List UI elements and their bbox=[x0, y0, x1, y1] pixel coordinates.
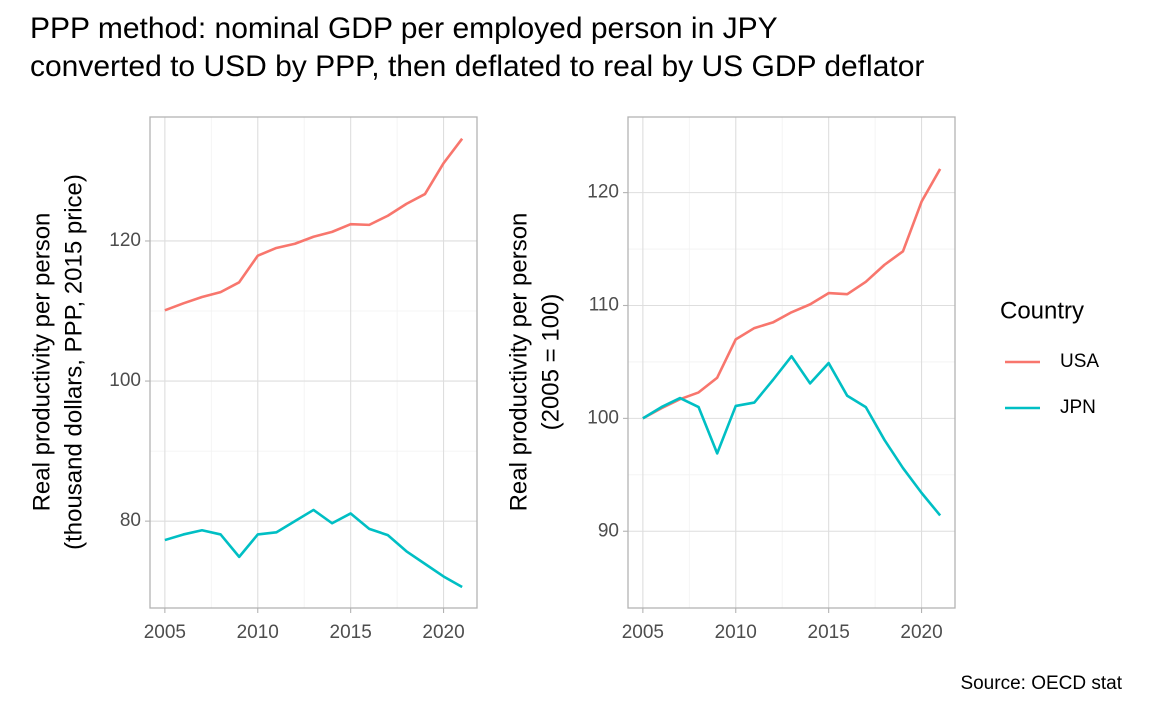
series-line bbox=[164, 508, 463, 589]
x-tick-label: 2010 bbox=[237, 622, 279, 643]
series-line bbox=[642, 168, 942, 420]
x-tick-label: 2005 bbox=[622, 622, 664, 643]
x-tick-label: 2010 bbox=[715, 622, 757, 643]
legend-label: USA bbox=[1060, 351, 1099, 372]
series-line bbox=[642, 354, 942, 517]
y-tick-label: 120 bbox=[109, 230, 141, 251]
y-axis-title: Real productivity per person bbox=[28, 213, 55, 512]
y-tick-label: 100 bbox=[587, 407, 619, 428]
panel-border bbox=[149, 116, 478, 609]
panel-border bbox=[627, 116, 956, 609]
legend-label: JPN bbox=[1060, 397, 1096, 418]
x-tick-label: 2015 bbox=[330, 622, 372, 643]
x-tick-label: 2020 bbox=[422, 622, 464, 643]
y-axis-title: (2005 = 100) bbox=[537, 294, 564, 431]
x-tick-label: 2015 bbox=[808, 622, 850, 643]
y-tick-label: 80 bbox=[120, 510, 141, 531]
y-tick-label: 90 bbox=[598, 520, 619, 541]
caption: Source: OECD stat bbox=[960, 673, 1122, 694]
chart-title: converted to USD by PPP, then deflated t… bbox=[30, 50, 924, 83]
y-tick-label: 110 bbox=[589, 295, 619, 316]
legend-title: Country bbox=[1000, 297, 1084, 324]
y-tick-label: 120 bbox=[587, 182, 619, 203]
series-line bbox=[164, 137, 464, 312]
x-tick-label: 2020 bbox=[900, 622, 942, 643]
y-tick-label: 100 bbox=[109, 370, 141, 391]
y-axis-title: Real productivity per person bbox=[505, 213, 532, 512]
x-tick-label: 2005 bbox=[144, 622, 186, 643]
y-axis-title: (thousand dollars, PPP, 2015 price) bbox=[60, 174, 87, 550]
chart-title: PPP method: nominal GDP per employed per… bbox=[30, 12, 778, 45]
